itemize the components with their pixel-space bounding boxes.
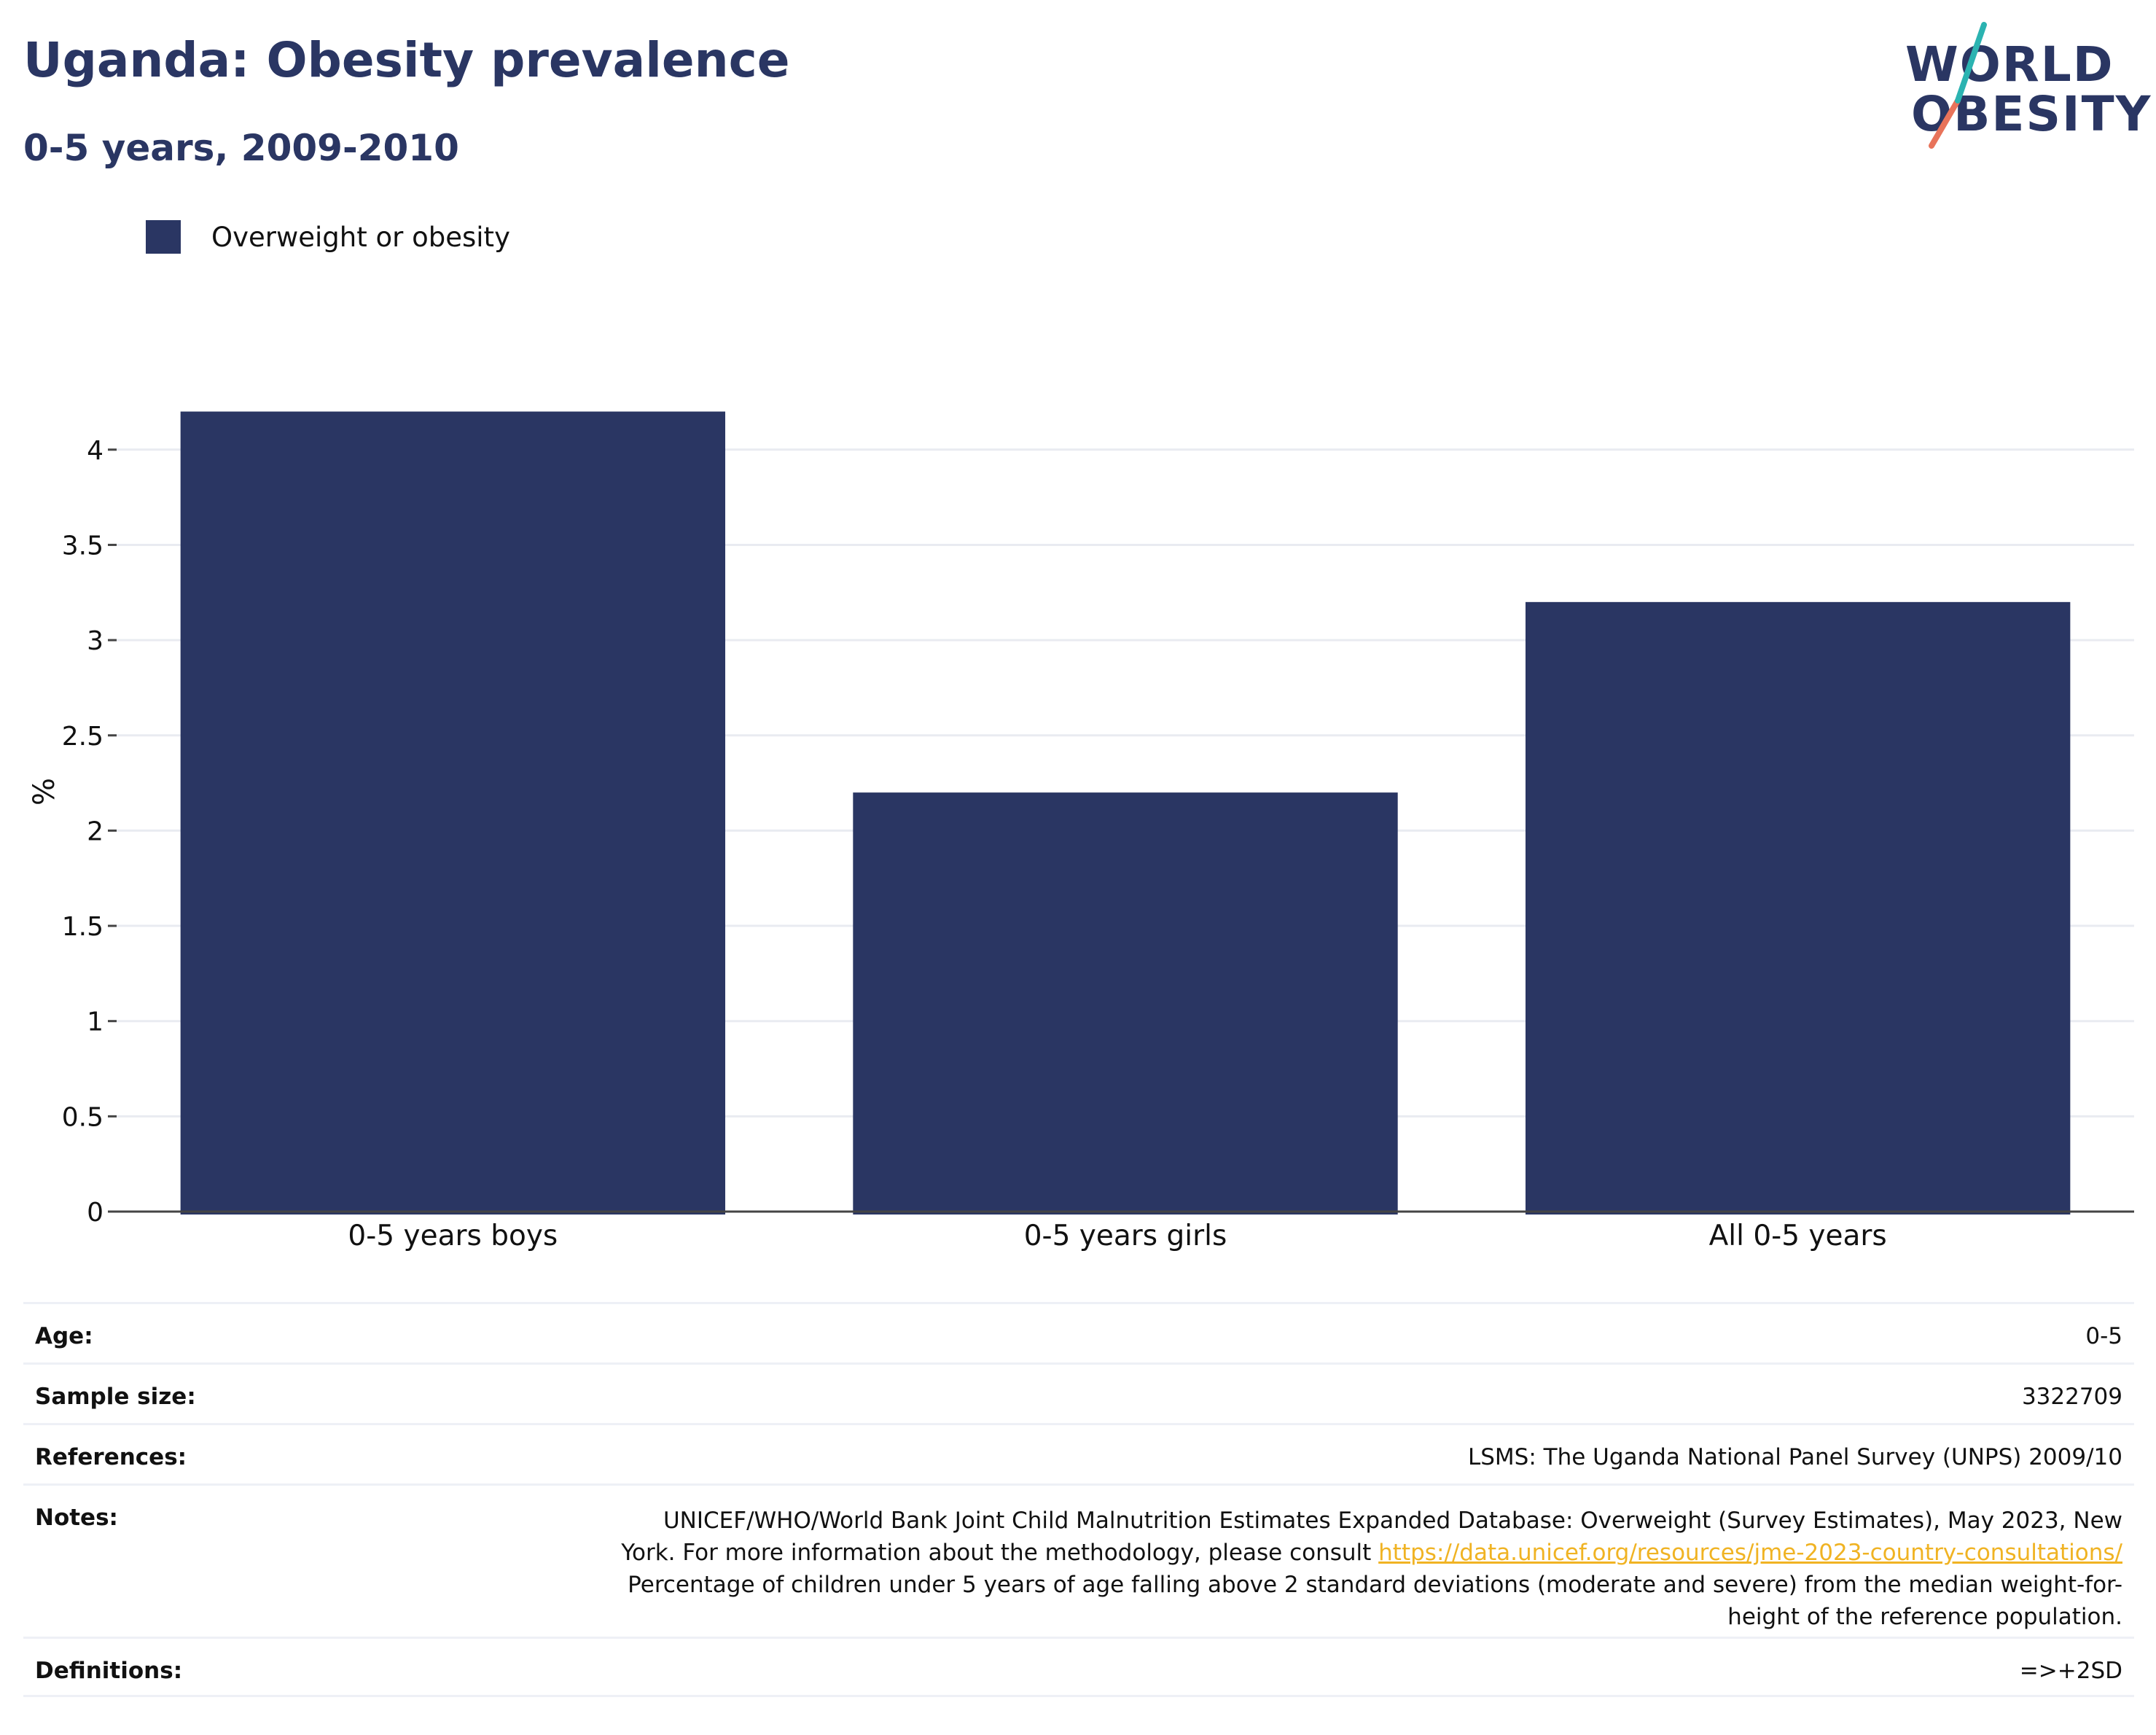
info-label-references: References: xyxy=(35,1444,187,1470)
info-label-age: Age: xyxy=(35,1323,93,1349)
logo-word-world: WORLD xyxy=(1905,36,2114,93)
legend-label: Overweight or obesity xyxy=(211,221,510,253)
chart-title: Uganda: Obesity prevalence xyxy=(23,32,790,88)
notes-line-2-prefix: York. For more information about the met… xyxy=(621,1540,1379,1566)
y-tick-label: 1.5 xyxy=(62,912,103,942)
info-label-sample-size: Sample size: xyxy=(35,1384,196,1410)
y-tick-label: 3.5 xyxy=(62,531,103,561)
info-row-sample-size: Sample size: 3322709 xyxy=(23,1362,2134,1423)
bar xyxy=(853,792,1398,1214)
bar xyxy=(180,411,726,1214)
y-tick-label: 2.5 xyxy=(62,722,103,752)
x-tick-label: All 0-5 years xyxy=(1709,1220,1887,1252)
y-tick-label: 2 xyxy=(87,816,103,846)
y-tick-label: 3 xyxy=(87,626,103,656)
info-value-age: 0-5 xyxy=(2085,1323,2122,1349)
legend: Overweight or obesity xyxy=(146,219,510,255)
y-tick-label: 0.5 xyxy=(62,1102,103,1132)
notes-line-1: UNICEF/WHO/World Bank Joint Child Malnut… xyxy=(663,1508,2122,1534)
info-row-notes: Notes: UNICEF/WHO/World Bank Joint Child… xyxy=(23,1483,2134,1637)
notes-line-3: Percentage of children under 5 years of … xyxy=(628,1572,2122,1598)
chart-subtitle: 0-5 years, 2009-2010 xyxy=(23,127,459,169)
logo-slash-icon xyxy=(1929,22,1987,149)
world-obesity-logo: WORLD OBESITY xyxy=(1895,22,2150,153)
y-tick-label: 4 xyxy=(87,436,103,466)
info-value-definitions: =>+2SD xyxy=(2019,1658,2122,1684)
info-row-age: Age: 0-5 xyxy=(23,1302,2134,1362)
info-table: Age: 0-5 Sample size: 3322709 References… xyxy=(23,1302,2134,1697)
info-row-definitions: Definitions: =>+2SD xyxy=(23,1637,2134,1697)
notes-line-4: height of the reference population. xyxy=(1727,1604,2122,1630)
info-row-references: References: LSMS: The Uganda National Pa… xyxy=(23,1423,2134,1483)
info-label-notes: Notes: xyxy=(35,1505,118,1531)
bar xyxy=(1525,601,2071,1214)
y-tick-label: 1 xyxy=(87,1007,103,1037)
bar-chart: 0 0.5 1 1.5 2 2.5 3 3.5 4% 0-5 years boys 0-5 year… xyxy=(28,411,2134,1252)
info-value-notes: UNICEF/WHO/World Bank Joint Child Malnut… xyxy=(621,1486,2122,1633)
info-value-sample-size: 3322709 xyxy=(2021,1384,2122,1410)
x-tick-label: 0-5 years girls xyxy=(1024,1220,1227,1252)
legend-swatch xyxy=(146,220,181,254)
y-tick-label: 0 xyxy=(87,1198,103,1228)
y-axis-label: % xyxy=(28,778,61,806)
info-value-references: LSMS: The Uganda National Panel Survey (… xyxy=(1467,1444,2122,1470)
methodology-link[interactable]: https://data.unicef.org/resources/jme-20… xyxy=(1378,1540,2122,1566)
info-label-definitions: Definitions: xyxy=(35,1658,183,1684)
x-tick-label: 0-5 years boys xyxy=(348,1220,558,1252)
